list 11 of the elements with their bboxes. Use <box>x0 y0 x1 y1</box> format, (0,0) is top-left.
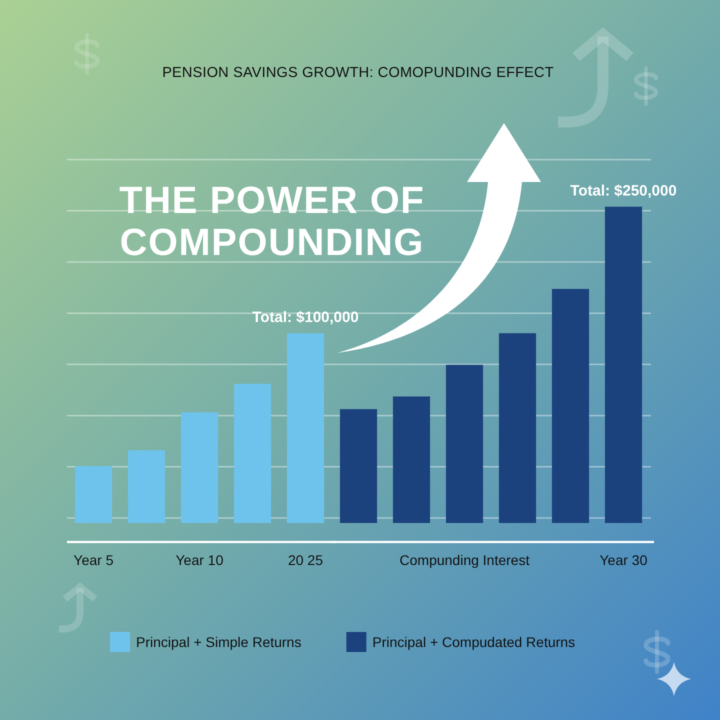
annotation: Total: $250,000 <box>570 182 677 200</box>
chart-title: PENSION SAVINGS GROWTH: COMOPUNDING EFFECT <box>162 65 554 81</box>
x-tick-label: Year 10 <box>176 552 224 568</box>
x-tick-label: Compunding Interest <box>400 552 530 568</box>
chart-subtitle: THE POWER OF COMPOUNDING <box>119 180 425 264</box>
legend-label: Principal + Compudated Returns <box>372 634 576 650</box>
legend-label: Principal + Simple Returns <box>136 634 302 650</box>
x-tick-label: 20 25 <box>288 552 324 568</box>
x-tick-label: Year 30 <box>600 552 648 568</box>
x-tick-label: Year 5 <box>74 552 114 568</box>
annotation: Total: $100,000 <box>252 309 359 326</box>
